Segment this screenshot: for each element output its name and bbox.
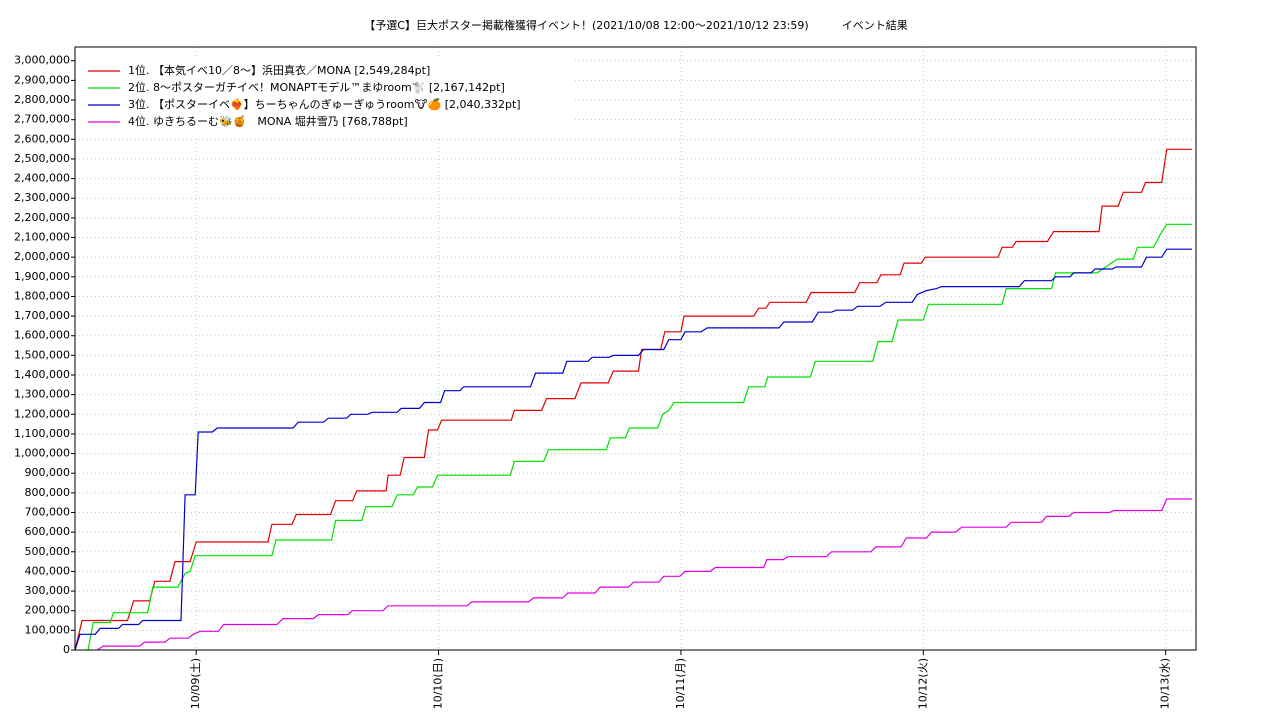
series-line: [87, 223, 1192, 651]
y-tick-label: 1,700,000: [14, 309, 70, 322]
y-tick-label: 300,000: [25, 584, 71, 597]
x-tick-label: 10/10(日): [432, 658, 445, 709]
y-tick-label: 600,000: [25, 525, 71, 538]
y-tick-label: 200,000: [25, 604, 71, 617]
y-tick-label: 900,000: [25, 466, 71, 479]
y-tick-label: 3,000,000: [14, 54, 70, 67]
chart-title: 【予選C】巨大ポスター掲載権獲得イベント！(2021/10/08 12:00〜2…: [364, 18, 907, 32]
y-tick-label: 1,300,000: [14, 388, 70, 401]
y-tick-label: 1,800,000: [14, 289, 70, 302]
legend-box: [76, 56, 573, 137]
y-tick-label: 1,400,000: [14, 368, 70, 381]
series-line: [74, 248, 1192, 651]
y-tick-label: 2,800,000: [14, 93, 70, 106]
y-tick-label: 2,500,000: [14, 152, 70, 165]
y-tick-label: 2,200,000: [14, 211, 70, 224]
lines: [74, 148, 1192, 651]
y-tick-label: 1,200,000: [14, 407, 70, 420]
series-line: [96, 498, 1192, 651]
legend-label: 4位. ゆきちるーむ🐝🍯 MONA 堀井雪乃 [768,788pt]: [128, 114, 408, 128]
x-tick-label: 10/11(月): [674, 658, 687, 709]
x-tick-label: 10/13(水): [1159, 658, 1172, 709]
legend-label: 2位. 8〜ポスターガチイベ！MONAPTモデル™まゆroom🐩 [2,167,…: [128, 80, 505, 94]
y-tick-label: 400,000: [25, 564, 71, 577]
x-tick-label: 10/09(土): [189, 658, 202, 709]
y-tick-label: 2,900,000: [14, 73, 70, 86]
legend-label: 1位. 【本気イベ10／8〜】浜田真衣／MONA [2,549,284pt]: [128, 63, 430, 77]
y-tick-label: 2,400,000: [14, 172, 70, 185]
x-tick-label: 10/12(火): [916, 658, 929, 709]
axes: 0 100,000 200,000 300,000 400,000 500,000 600,…: [14, 54, 1172, 710]
y-tick-label: 2,100,000: [14, 231, 70, 244]
y-tick-label: 0: [63, 643, 70, 656]
plot-area: [75, 47, 1196, 650]
series-line: [74, 148, 1192, 651]
y-tick-label: 1,600,000: [14, 329, 70, 342]
y-tick-label: 1,100,000: [14, 427, 70, 440]
y-tick-label: 2,300,000: [14, 191, 70, 204]
legend-label: 3位. 【ポスターイベ❤️‍🔥】ちーちゃんのぎゅーぎゅうroom🐮🍊 [2,04…: [128, 97, 521, 111]
y-tick-label: 1,000,000: [14, 447, 70, 460]
y-tick-label: 1,900,000: [14, 270, 70, 283]
legend: 1位. 【本気イベ10／8〜】浜田真衣／MONA [2,549,284pt] 2位…: [88, 63, 521, 128]
y-tick-label: 2,600,000: [14, 132, 70, 145]
y-tick-label: 2,000,000: [14, 250, 70, 263]
y-tick-label: 2,700,000: [14, 113, 70, 126]
y-tick-label: 100,000: [25, 623, 71, 636]
y-tick-label: 500,000: [25, 545, 71, 558]
y-tick-label: 800,000: [25, 486, 71, 499]
y-tick-label: 1,500,000: [14, 348, 70, 361]
plot-frame: [74, 46, 1197, 651]
y-tick-label: 700,000: [25, 506, 71, 519]
